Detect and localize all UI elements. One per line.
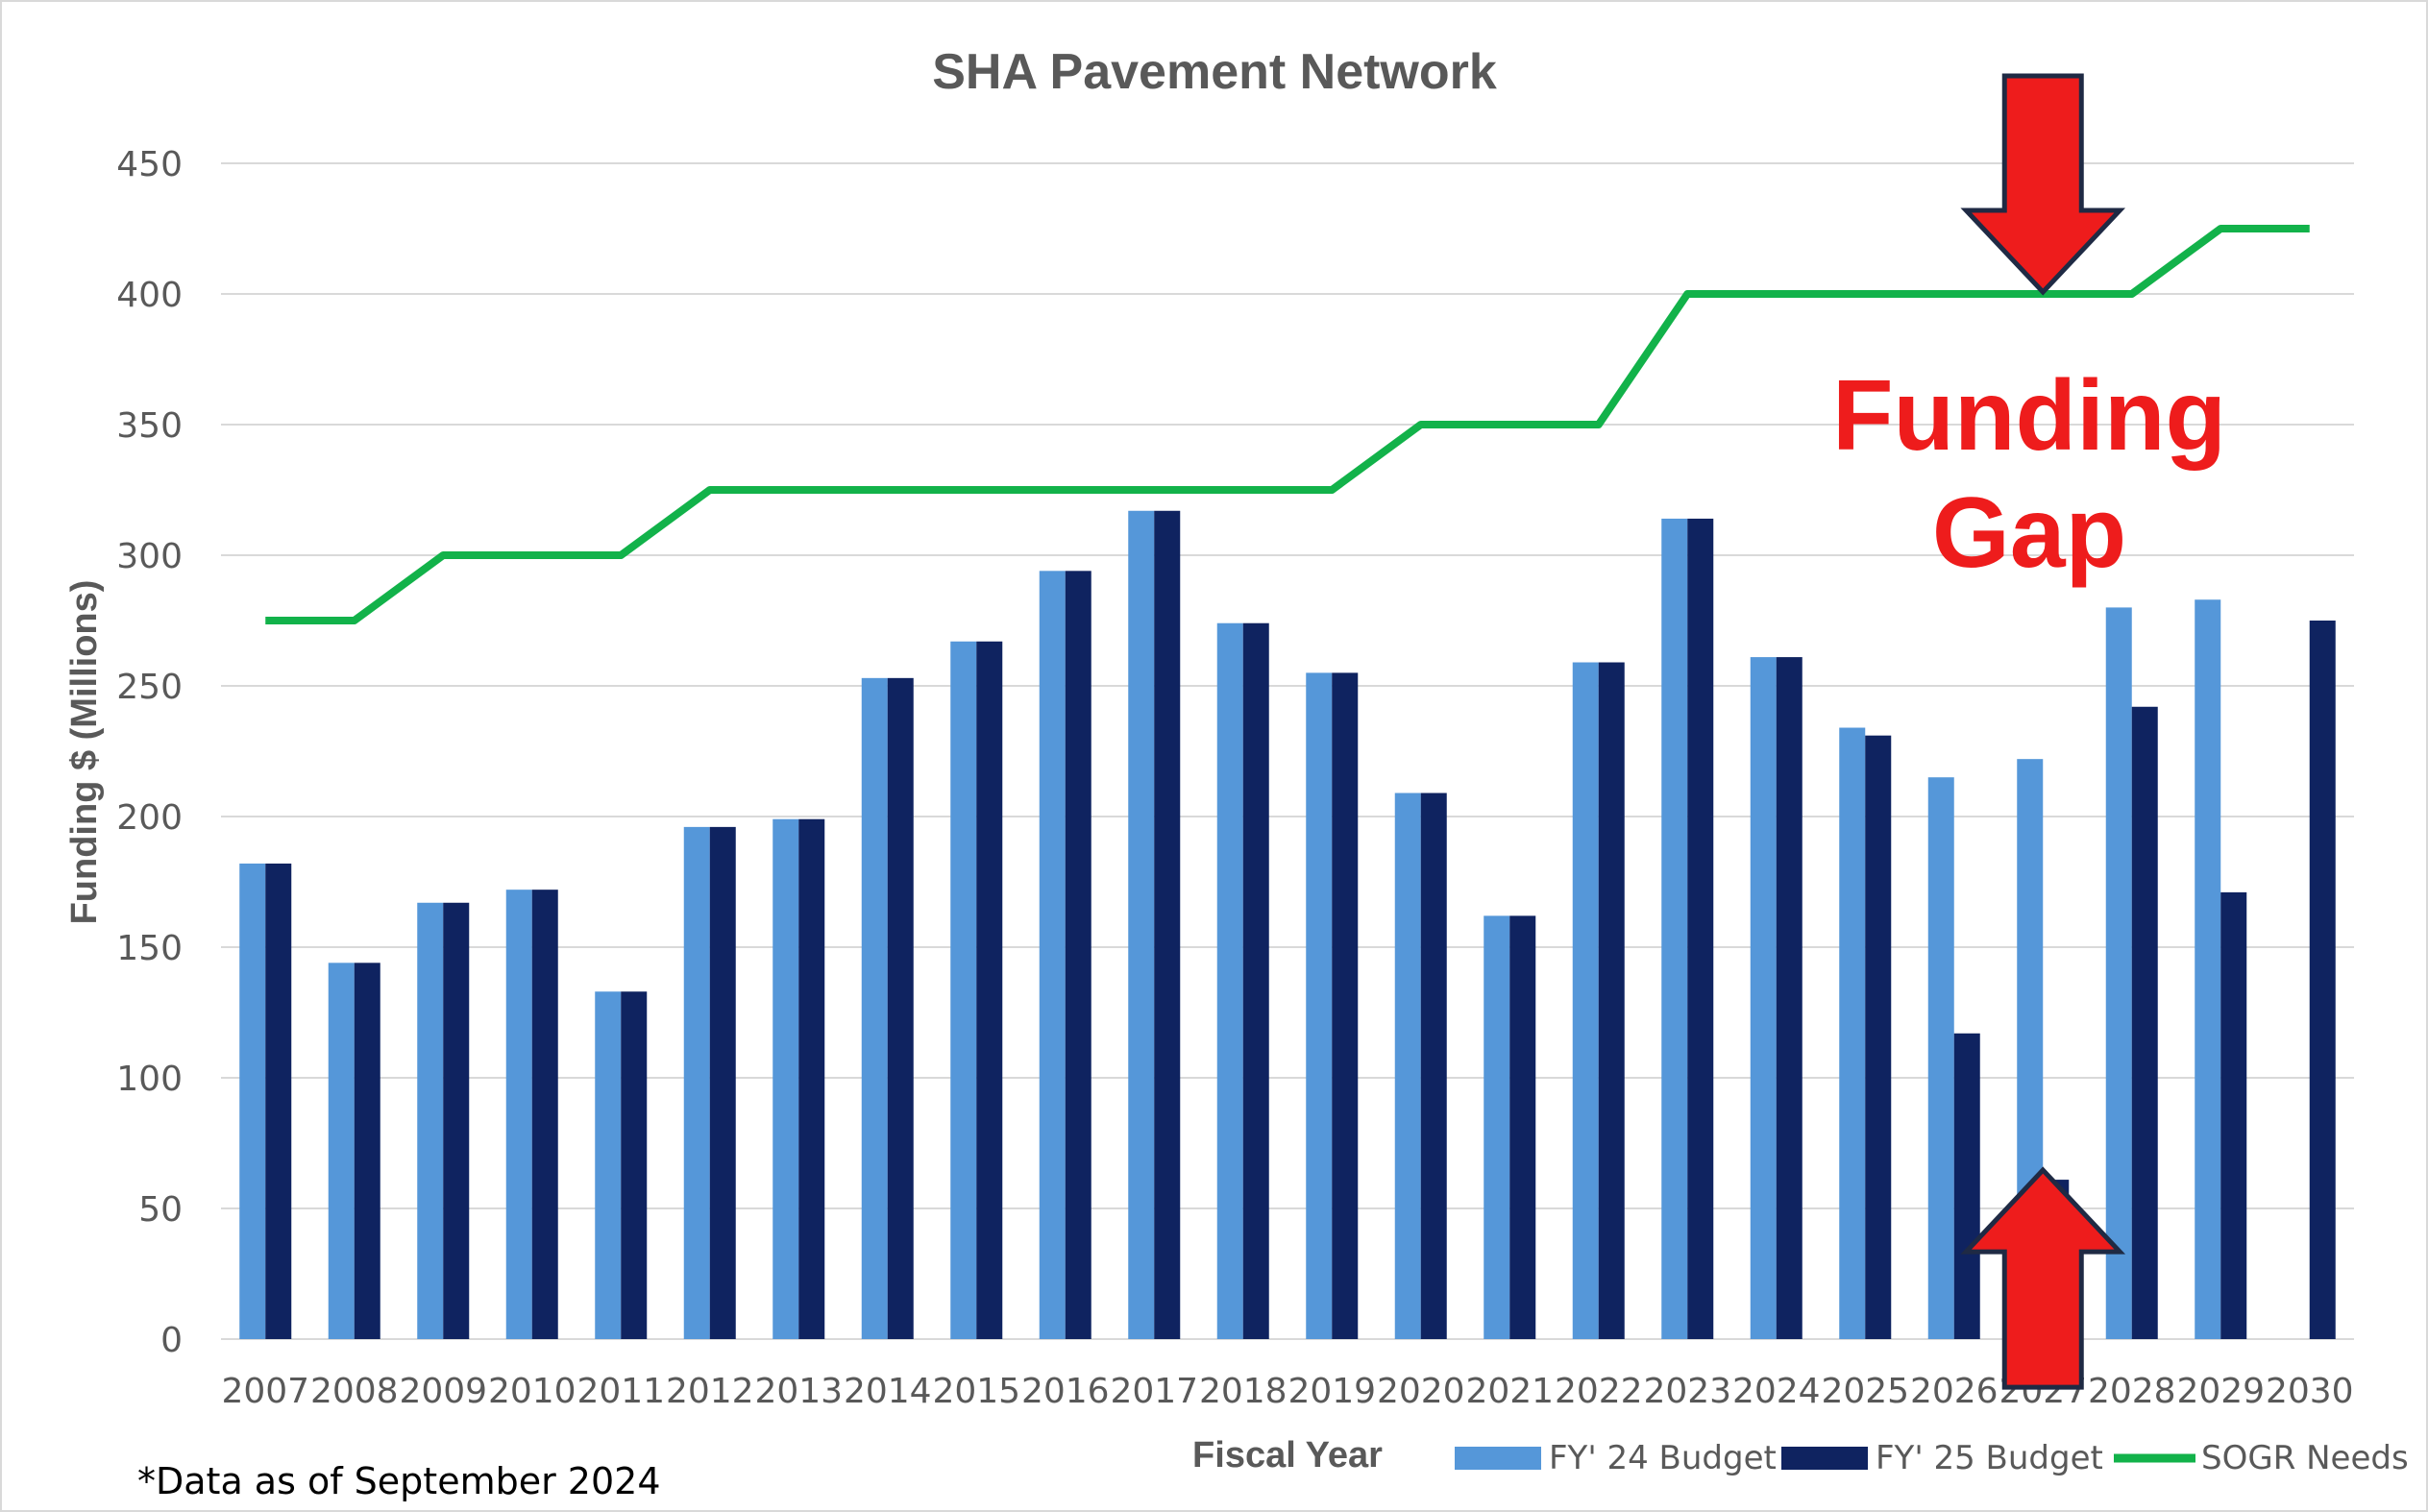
x-tick-label-2020: 2020 bbox=[1377, 1372, 1465, 1411]
y-tick-label-300: 300 bbox=[116, 537, 183, 576]
bar-fy24-2011 bbox=[595, 991, 622, 1339]
chart-title: SHA Pavement Network bbox=[932, 44, 1497, 100]
bar-fy24-2015 bbox=[950, 641, 977, 1339]
x-tick-label-2015: 2015 bbox=[932, 1372, 1020, 1411]
bar-fy25-2007 bbox=[265, 863, 292, 1339]
bar-fy25-2020 bbox=[1420, 793, 1447, 1339]
bar-fy25-2026 bbox=[1953, 1033, 1980, 1339]
legend-swatch-fy24 bbox=[1455, 1447, 1541, 1470]
legend-label-fy24: FY' 24 Budget bbox=[1549, 1439, 1777, 1477]
bar-fy25-2030 bbox=[2309, 621, 2336, 1339]
legend-swatch-fy25 bbox=[1781, 1447, 1868, 1470]
x-tick-label-2013: 2013 bbox=[754, 1372, 843, 1411]
bar-fy24-2023 bbox=[1661, 518, 1688, 1339]
bar-fy24-2024 bbox=[1750, 657, 1777, 1339]
gap-arrow-down-icon bbox=[1960, 73, 2126, 296]
bar-fy25-2018 bbox=[1242, 622, 1269, 1339]
bar-fy24-2018 bbox=[1216, 622, 1243, 1339]
bar-fy24-2007 bbox=[239, 863, 266, 1339]
bar-fy24-2026 bbox=[1927, 777, 1954, 1339]
x-axis-title: Fiscal Year bbox=[1192, 1435, 1383, 1475]
bar-fy25-2008 bbox=[354, 963, 380, 1339]
x-tick-label-2030: 2030 bbox=[2266, 1372, 2354, 1411]
bar-fy25-2014 bbox=[887, 677, 914, 1339]
y-tick-label-450: 450 bbox=[116, 145, 183, 184]
y-tick-label-250: 250 bbox=[116, 668, 183, 707]
sogr-line bbox=[265, 225, 2310, 624]
x-tick-label-2022: 2022 bbox=[1555, 1372, 1643, 1411]
bar-fy25-2009 bbox=[443, 902, 470, 1339]
x-tick-label-2017: 2017 bbox=[1110, 1372, 1198, 1411]
x-tick-label-2014: 2014 bbox=[844, 1372, 932, 1411]
funding-gap-label-line1: Funding bbox=[1832, 360, 2226, 472]
bar-fy24-2014 bbox=[861, 677, 888, 1339]
bar-fy25-2013 bbox=[798, 818, 825, 1339]
x-tick-label-2029: 2029 bbox=[2176, 1372, 2265, 1411]
x-tick-label-2021: 2021 bbox=[1465, 1372, 1554, 1411]
bar-fy25-2019 bbox=[1332, 672, 1359, 1339]
x-tick-label-2018: 2018 bbox=[1199, 1372, 1288, 1411]
bar-fy25-2017 bbox=[1154, 510, 1181, 1339]
x-tick-label-2026: 2026 bbox=[1910, 1372, 1999, 1411]
bar-fy25-2010 bbox=[531, 890, 558, 1339]
bar-fy25-2015 bbox=[976, 641, 1003, 1339]
bar-fy24-2012 bbox=[683, 826, 710, 1339]
bar-fy24-2010 bbox=[505, 890, 532, 1339]
bar-fy24-2022 bbox=[1572, 662, 1599, 1339]
bar-fy24-2028 bbox=[2105, 607, 2132, 1339]
bar-fy25-2028 bbox=[2131, 706, 2158, 1339]
bar-fy25-2016 bbox=[1065, 571, 1091, 1339]
bar-fy24-2013 bbox=[773, 818, 799, 1339]
bar-fy25-2021 bbox=[1509, 915, 1536, 1339]
y-tick-labels: 0 50 100 150 200 250 300 350 400 450 bbox=[116, 145, 183, 1360]
x-tick-label-2024: 2024 bbox=[1732, 1372, 1821, 1411]
bar-fy24-2021 bbox=[1484, 915, 1510, 1339]
x-tick-label-2008: 2008 bbox=[310, 1372, 399, 1411]
bar-fy24-2020 bbox=[1394, 793, 1421, 1339]
y-tick-label-350: 350 bbox=[116, 406, 183, 446]
bar-fy25-2011 bbox=[621, 991, 648, 1339]
x-tick-label-2023: 2023 bbox=[1643, 1372, 1731, 1411]
bar-fy24-2029 bbox=[2195, 599, 2221, 1339]
y-axis-title: Funding $ (Millions) bbox=[64, 580, 105, 925]
legend-label-sogr: SOGR Needs bbox=[2201, 1439, 2409, 1477]
y-tick-label-150: 150 bbox=[116, 929, 183, 968]
y-tick-label-200: 200 bbox=[116, 798, 183, 838]
funding-gap-label-line2: Gap bbox=[1932, 477, 2126, 589]
bar-fy24-2009 bbox=[417, 902, 444, 1339]
data-footnote: *Data as of September 2024 bbox=[137, 1460, 661, 1502]
x-tick-label-2009: 2009 bbox=[399, 1372, 487, 1411]
bar-fy24-2008 bbox=[328, 963, 355, 1339]
x-tick-label-2028: 2028 bbox=[2088, 1372, 2176, 1411]
legend-label-fy25: FY' 25 Budget bbox=[1876, 1439, 2103, 1477]
bar-fy25-2024 bbox=[1776, 657, 1803, 1339]
x-tick-label-2025: 2025 bbox=[1821, 1372, 1909, 1411]
bar-fy25-2025 bbox=[1865, 735, 1892, 1339]
x-tick-label-2016: 2016 bbox=[1021, 1372, 1110, 1411]
x-tick-label-2012: 2012 bbox=[666, 1372, 754, 1411]
x-tick-labels: 2007 2008 2009 2010 2011 2012 2013 2014 2015 2016… bbox=[221, 1372, 2353, 1411]
sogr-needs-line bbox=[265, 225, 2310, 624]
bar-fy25-2012 bbox=[709, 826, 736, 1339]
bar-fy24-2019 bbox=[1306, 672, 1333, 1339]
x-tick-label-2011: 2011 bbox=[576, 1372, 665, 1411]
bar-fy25-2023 bbox=[1687, 518, 1714, 1339]
y-tick-label-50: 50 bbox=[138, 1190, 183, 1230]
x-tick-label-2007: 2007 bbox=[221, 1372, 309, 1411]
y-tick-label-400: 400 bbox=[116, 276, 183, 315]
bar-fy25-2029 bbox=[2220, 891, 2247, 1339]
legend: FY' 24 Budget FY' 25 Budget SOGR Needs bbox=[1455, 1439, 2409, 1477]
gap-arrow-up-icon bbox=[1960, 1166, 2126, 1390]
bar-fy24-2016 bbox=[1039, 571, 1066, 1339]
gap-arrows bbox=[1960, 73, 2126, 1390]
x-tick-label-2019: 2019 bbox=[1288, 1372, 1376, 1411]
y-tick-label-100: 100 bbox=[116, 1060, 183, 1099]
y-tick-label-0: 0 bbox=[160, 1321, 183, 1360]
gridlines bbox=[221, 162, 2354, 1340]
bar-fy24-2017 bbox=[1128, 510, 1155, 1339]
x-tick-label-2010: 2010 bbox=[488, 1372, 576, 1411]
bar-fy25-2022 bbox=[1598, 662, 1625, 1339]
bar-fy24-2025 bbox=[1839, 727, 1866, 1339]
